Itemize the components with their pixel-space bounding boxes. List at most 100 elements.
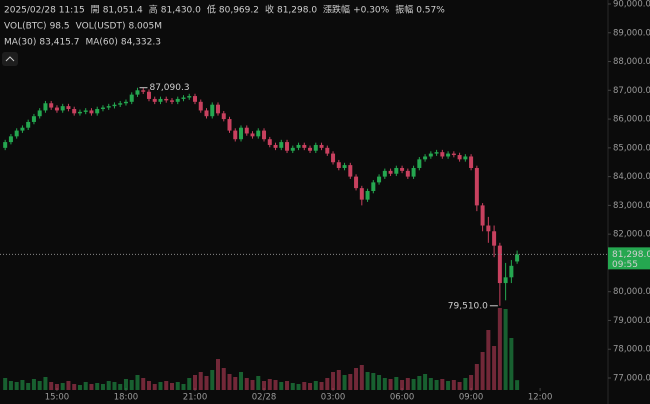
candle-body [146,91,151,99]
field-value: 81,430.0 [161,6,201,16]
field-label: 振幅 [395,4,413,16]
volume-bar [279,382,284,390]
volume-bar [515,380,520,390]
volume-bar [405,378,410,390]
volume-bar [486,330,491,390]
x-tick-label: 06:00 [390,393,415,403]
volume-bar [3,378,8,390]
candle-body [509,265,514,278]
volume-bar [503,309,508,390]
x-tick-label: 15:00 [45,393,70,403]
field-value: 81,298.0 [277,6,317,16]
collapse-button[interactable] [2,52,18,66]
candle-body [480,205,485,226]
y-tick-label: 89,000.0 [613,28,650,38]
field-value: 0.57% [416,6,445,16]
field-label: 收 [265,4,274,16]
volume-bar [428,378,433,390]
candle-body [221,113,226,120]
volume-bar [446,381,451,390]
candle-body [3,142,8,148]
candle-body [377,176,382,183]
volume-bar [106,381,111,390]
candle-body [394,167,399,174]
volume-bar [135,375,140,390]
volume-bar [285,381,290,390]
candle-body [8,136,13,143]
candle-body [400,167,405,171]
volume-bar [509,338,514,390]
volume-bar [187,378,192,390]
volume-bar [388,379,393,390]
volume-bar [118,384,123,390]
volume-bar [411,379,416,390]
volume-bar [100,384,105,390]
volume-bar [129,380,134,390]
candle-body [434,152,439,154]
volume-bar [198,372,203,390]
volume-bar [95,383,100,390]
candle-body [262,130,267,140]
volume-bar [239,372,244,390]
candle-body [256,130,261,137]
volume-bar [354,368,359,390]
y-tick-label: 83,000.0 [613,201,650,211]
volume-bar [290,383,295,390]
candle-body [141,90,146,92]
volume-bar [83,382,88,390]
volume-bar [204,376,209,390]
volume-bar [365,372,370,390]
candle-body [451,153,456,156]
volume-bar [72,384,77,390]
volume-bar [216,359,221,390]
candle-body [135,90,140,95]
candle-body [239,127,244,140]
candle-body [497,245,502,284]
volume-bar [319,382,324,390]
volume-bar [250,380,255,390]
candle-body [49,103,54,108]
volume-bar [469,375,474,390]
field-label: VOL(BTC) [4,22,47,32]
field-value: 83,415.7 [39,38,79,48]
high-label: 87,090.3 [149,83,189,93]
candle-body [43,103,48,111]
candle-body [388,170,393,174]
candle-body [31,116,36,122]
volume-bar [463,378,468,390]
candle-body [95,109,100,114]
volume-bar [227,374,232,390]
volume-bar [112,382,117,390]
candle-body [354,176,359,189]
volume-bar [181,384,186,390]
field-label: 高 [149,4,158,16]
volume-bar [325,378,330,390]
y-tick-label: 86,000.0 [613,115,650,125]
volume-bar [192,375,197,390]
candle-body [233,130,238,140]
candle-body [244,127,249,134]
candle-body [164,98,169,101]
candle-body [296,144,301,148]
candle-body [382,170,387,177]
volume-bar [233,377,238,390]
volume-bar [359,365,364,390]
candle-body [285,142,290,151]
y-tick-label: 84,000.0 [613,172,650,182]
volume-bar [394,377,399,390]
candle-body [348,165,353,177]
candle-body [89,110,94,114]
volume-bar [474,364,479,390]
field-value: +0.30% [353,6,390,16]
volume-bar [348,374,353,390]
volume-bar [423,374,428,390]
candle-body [325,147,330,154]
y-tick-label: 77,000.0 [613,374,650,384]
volume-bar [89,384,94,390]
y-tick-label: 78,000.0 [613,345,650,355]
candle-body [371,182,376,191]
volume-bar [43,377,48,390]
x-tick-label: 09:00 [459,393,484,403]
volume-bar [77,385,82,390]
